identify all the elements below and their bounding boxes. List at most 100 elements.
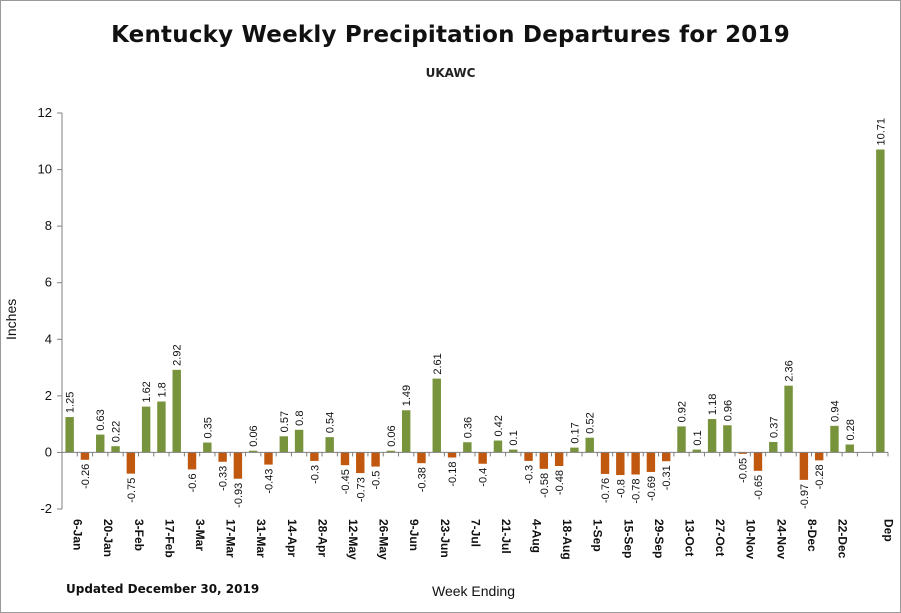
data-label: 0.37	[768, 417, 780, 438]
bar	[264, 452, 273, 465]
x-axis: 6-Jan 20-Jan 3-Feb 17-Feb 3-Mar 17-Mar 31-Mar 1…	[61, 451, 895, 560]
bar	[401, 410, 411, 453]
bar	[539, 452, 549, 469]
x-tick-label: 31-Mar	[254, 519, 268, 558]
x-tick-label: 9-Jun	[407, 519, 421, 551]
data-label: 0.1	[692, 430, 704, 445]
x-tick-label: 21-Jul	[499, 519, 513, 554]
data-label: -0.8	[615, 479, 627, 498]
bar	[310, 452, 319, 461]
bar	[570, 447, 579, 453]
bar	[845, 444, 854, 453]
data-label: 2.61	[432, 353, 444, 374]
data-label: -0.97	[799, 484, 811, 509]
x-tick-label: 24-Nov	[774, 519, 788, 559]
bar	[661, 452, 671, 462]
bar	[814, 452, 824, 461]
updated-note: Updated December 30, 2019	[66, 582, 260, 596]
y-tick-label: 2	[45, 388, 52, 403]
x-tick-label: 12-May	[346, 519, 360, 560]
data-label: -0.3	[309, 465, 321, 484]
data-label: -0.58	[539, 473, 551, 498]
bar	[738, 452, 747, 454]
bar	[386, 450, 396, 453]
bar	[707, 419, 717, 453]
chart-subtitle: UKAWC	[425, 66, 476, 80]
bar	[356, 452, 365, 474]
bar	[111, 446, 120, 453]
bar	[463, 442, 472, 453]
x-tick-label: 22-Dec	[835, 519, 849, 559]
data-label: -0.48	[554, 470, 566, 495]
data-label: 0.57	[279, 411, 291, 432]
data-label: -0.43	[264, 469, 276, 494]
y-tick-label: 4	[45, 331, 52, 346]
data-label: -0.78	[631, 478, 643, 503]
x-tick-label: Dep	[881, 519, 895, 542]
bar	[631, 452, 640, 475]
y-tick-label: 12	[38, 105, 52, 120]
bar	[524, 452, 533, 461]
data-label: -0.26	[80, 464, 92, 489]
data-label: 0.1	[508, 430, 520, 445]
y-tick-label: -2	[40, 501, 52, 516]
data-label: 0.94	[829, 400, 841, 421]
bar	[187, 452, 197, 470]
data-label: 0.52	[585, 412, 597, 433]
data-label: 10.71	[875, 118, 887, 146]
data-label: -0.93	[233, 483, 245, 508]
data-label: 0.36	[462, 417, 474, 438]
data-label: -0.45	[340, 469, 352, 494]
bar	[723, 425, 732, 453]
data-label: 1.49	[401, 385, 413, 406]
bar	[554, 452, 564, 467]
data-label: 1.18	[707, 394, 719, 415]
x-axis-label: Week Ending	[431, 583, 515, 599]
x-tick-label: 23-Jun	[438, 519, 452, 558]
bar	[600, 452, 610, 474]
x-tick-label: 29-Sep	[652, 519, 666, 558]
bar	[784, 385, 793, 453]
data-label: 0.06	[248, 425, 260, 446]
bar	[325, 437, 334, 453]
bar	[294, 429, 304, 453]
x-tick-label: 4-Aug	[530, 519, 544, 553]
data-label: -0.5	[371, 471, 383, 490]
bar	[233, 452, 243, 479]
data-label: 1.8	[156, 382, 168, 397]
bar	[585, 437, 594, 453]
data-label: 0.63	[95, 409, 107, 430]
bar	[417, 452, 426, 464]
data-label: -0.75	[126, 478, 138, 503]
x-tick-label: 17-Feb	[162, 519, 176, 558]
x-tick-label: 1-Sep	[591, 519, 605, 552]
x-tick-label: 28-Apr	[315, 519, 329, 557]
bar	[677, 426, 686, 453]
bar	[616, 452, 625, 476]
x-tick-label: 6-Jan	[71, 519, 85, 550]
data-label: 1.62	[141, 381, 153, 402]
data-label: -0.4	[478, 468, 490, 487]
bar	[830, 425, 839, 453]
data-label: -0.31	[661, 465, 673, 490]
data-label: -0.3	[524, 465, 536, 484]
x-tick-label: 14-Apr	[285, 519, 299, 557]
data-label: 0.35	[202, 417, 214, 438]
bar	[172, 369, 181, 453]
bar	[371, 452, 380, 467]
bar	[157, 401, 166, 453]
data-label: -0.38	[416, 467, 428, 492]
y-tick-label: 10	[38, 162, 52, 177]
data-label: -0.6	[187, 473, 199, 492]
bar	[493, 440, 503, 453]
bar	[340, 452, 350, 466]
x-tick-label: 27-Oct	[713, 519, 727, 556]
bar	[478, 452, 487, 464]
data-label: 1.25	[65, 392, 77, 413]
bar	[279, 436, 289, 453]
data-label: -0.28	[814, 464, 826, 489]
bar	[799, 452, 809, 480]
y-tick-label: 0	[45, 444, 52, 459]
